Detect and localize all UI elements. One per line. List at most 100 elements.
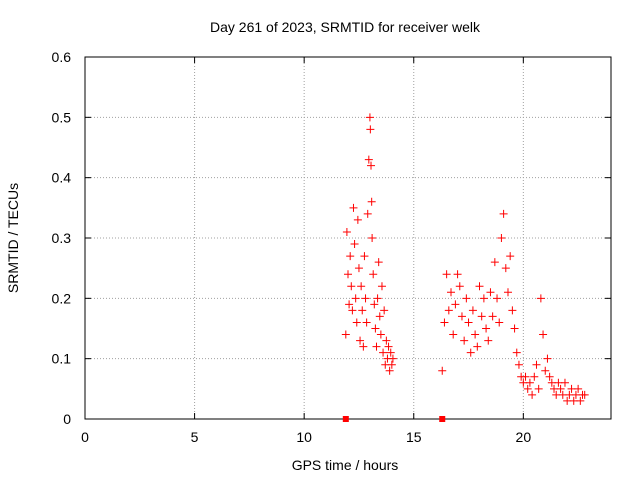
data-point xyxy=(514,360,523,369)
data-point xyxy=(384,342,393,351)
data-point xyxy=(482,324,491,333)
data-point xyxy=(342,227,351,236)
data-point xyxy=(387,360,396,369)
data-point xyxy=(352,318,361,327)
data-point xyxy=(368,234,377,242)
data-point xyxy=(363,209,372,218)
data-point xyxy=(373,294,382,303)
data-point xyxy=(560,378,569,387)
data-point xyxy=(473,342,482,351)
data-point xyxy=(464,318,473,327)
data-point xyxy=(353,215,362,224)
data-point xyxy=(347,282,356,291)
data-point xyxy=(479,294,488,303)
data-point xyxy=(495,318,504,327)
data-point xyxy=(358,306,367,315)
data-point xyxy=(488,312,497,321)
data-point xyxy=(457,312,466,321)
data-point xyxy=(580,390,589,399)
data-point xyxy=(484,336,493,345)
data-point xyxy=(357,282,366,291)
chart-title: Day 261 of 2023, SRMTID for receiver wel… xyxy=(210,19,481,35)
data-point xyxy=(379,348,388,357)
square-marker xyxy=(439,416,446,422)
data-point xyxy=(477,312,486,321)
data-point xyxy=(377,282,386,291)
data-point xyxy=(382,336,391,345)
square-marker xyxy=(342,416,349,422)
data-point xyxy=(534,384,543,393)
data-point xyxy=(440,318,449,327)
data-point xyxy=(354,264,363,273)
grid-lines xyxy=(85,57,611,419)
data-point xyxy=(541,366,550,375)
data-point xyxy=(438,366,447,375)
data-point xyxy=(375,312,384,321)
data-point xyxy=(369,270,378,279)
data-point xyxy=(361,294,370,303)
y-tick-label: 0.3 xyxy=(52,230,72,246)
y-tick-label: 0 xyxy=(63,411,71,427)
x-tick-label: 0 xyxy=(81,429,89,445)
data-point xyxy=(539,330,548,339)
data-point xyxy=(444,306,453,315)
data-point xyxy=(460,336,469,345)
data-points xyxy=(341,113,589,422)
x-axis-label: GPS time / hours xyxy=(292,457,399,473)
data-point xyxy=(512,348,521,357)
data-point xyxy=(466,348,475,357)
data-point xyxy=(455,282,464,291)
data-point xyxy=(359,342,368,351)
x-tick-labels: 0 5 10 15 20 xyxy=(81,429,531,445)
data-point xyxy=(536,294,545,303)
data-point xyxy=(499,209,508,218)
data-point xyxy=(366,125,375,134)
data-point xyxy=(574,384,583,393)
y-tick-label: 0.5 xyxy=(52,109,72,125)
data-point xyxy=(350,240,359,249)
data-point xyxy=(346,252,355,261)
data-point xyxy=(356,336,365,345)
data-point xyxy=(349,203,358,212)
x-tick-label: 5 xyxy=(191,429,199,445)
data-point xyxy=(521,372,530,381)
data-point xyxy=(493,294,502,303)
y-axis-label: SRMTID / TECUs xyxy=(5,183,21,293)
data-point xyxy=(385,366,394,375)
axis-ticks xyxy=(84,56,611,420)
data-point xyxy=(341,330,350,339)
data-point xyxy=(503,288,512,297)
y-tick-label: 0.2 xyxy=(52,290,72,306)
data-point xyxy=(490,258,499,267)
y-tick-label: 0.6 xyxy=(52,49,72,65)
data-point xyxy=(475,282,484,291)
data-point xyxy=(506,252,515,261)
data-point xyxy=(442,270,451,279)
x-tick-label: 20 xyxy=(516,429,532,445)
data-point xyxy=(497,234,506,242)
data-point xyxy=(508,306,517,315)
data-point xyxy=(367,161,376,170)
data-point xyxy=(447,288,456,297)
data-point xyxy=(471,330,480,339)
data-point xyxy=(345,300,354,309)
data-point xyxy=(372,342,381,351)
data-point xyxy=(462,294,471,303)
data-point xyxy=(348,306,357,315)
data-point xyxy=(468,306,477,315)
data-point xyxy=(543,354,552,363)
data-point xyxy=(501,264,510,273)
data-point xyxy=(362,318,371,327)
x-tick-label: 15 xyxy=(406,429,422,445)
data-point xyxy=(453,270,462,279)
data-point xyxy=(532,360,541,369)
data-point xyxy=(370,300,379,309)
data-point xyxy=(360,252,369,261)
data-point xyxy=(376,330,385,339)
data-point xyxy=(449,330,458,339)
data-point xyxy=(344,270,352,279)
data-point xyxy=(388,354,397,363)
data-point xyxy=(528,390,537,399)
